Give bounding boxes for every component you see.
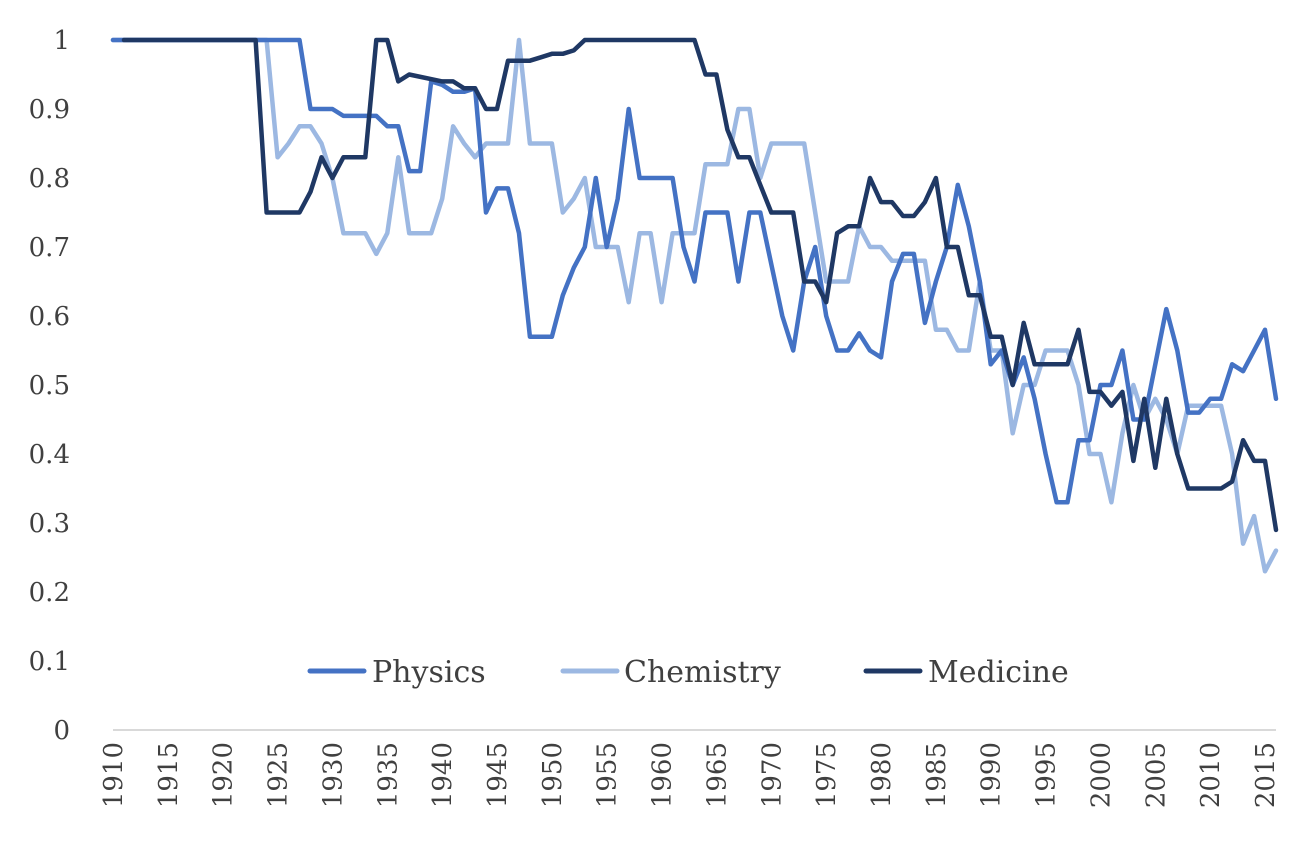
x-tick-label: 1995 [1032,742,1062,808]
x-tick-label: 1910 [99,742,129,808]
series-lines [110,37,1279,574]
x-tick-label: 1945 [483,742,513,808]
y-axis-ticks: 0 0.1 0.2 0.3 0.4 0.5 0.6 0.7 0.8 0.9 1 [29,26,70,746]
x-tick-label: 1935 [373,742,403,808]
y-tick-label: 0.2 [29,578,70,608]
y-tick-label: 0.7 [29,233,70,263]
legend-label-chemistry: Chemistry [624,655,781,690]
x-tick-label: 2010 [1196,742,1226,808]
series-line-chemistry [110,37,1279,574]
x-tick-label: 1980 [867,742,897,808]
x-tick-label: 1990 [977,742,1007,808]
series-line-medicine [121,37,1279,533]
x-tick-label: 1950 [538,742,568,808]
x-tick-label: 1915 [154,742,184,808]
x-tick-label: 1975 [812,742,842,808]
y-tick-label: 0.5 [29,371,70,401]
x-axis-ticks: 1910 1915 1920 1925 1930 1935 1940 1945 1950 1955… [99,742,1281,808]
legend-label-medicine: Medicine [928,655,1069,690]
x-tick-label: 1970 [757,742,787,808]
x-tick-label: 1940 [428,742,458,808]
y-tick-label: 0 [53,716,70,746]
x-tick-label: 1930 [318,742,348,808]
y-tick-label: 0.6 [29,302,70,332]
legend: Physics Chemistry Medicine [307,655,1069,690]
series-line-physics [110,37,1279,505]
y-tick-label: 0.8 [29,164,70,194]
x-tick-label: 1955 [593,742,623,808]
x-tick-label: 2000 [1086,742,1116,808]
x-tick-label: 1985 [922,742,952,808]
y-tick-label: 1 [53,26,70,56]
y-tick-label: 0.4 [29,440,70,470]
x-tick-label: 2015 [1251,742,1281,808]
y-tick-label: 0.3 [29,509,70,539]
legend-label-physics: Physics [372,655,486,690]
x-tick-label: 1965 [702,742,732,808]
y-tick-label: 0.9 [29,95,70,125]
x-tick-label: 2005 [1141,742,1171,808]
x-tick-label: 1925 [264,742,294,808]
x-tick-label: 1960 [648,742,678,808]
y-tick-label: 0.1 [29,647,70,677]
x-tick-label: 1920 [209,742,239,808]
